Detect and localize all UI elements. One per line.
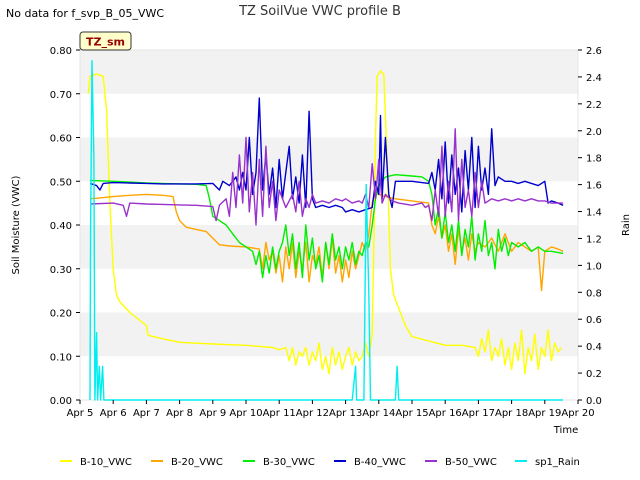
y2-tick-label: 2.4 <box>586 73 602 84</box>
y2-tick-label: 0.6 <box>586 315 602 326</box>
grid-band <box>80 50 578 94</box>
series-line-b-30-vwc <box>89 173 564 283</box>
x-tick-label: Apr 5 <box>67 408 94 419</box>
x-axis-label: Time <box>553 425 578 436</box>
legend-item: B-30_VWC <box>243 457 315 468</box>
y2-tick-label: 0.2 <box>586 369 602 380</box>
x-tick-label: Apr 20 <box>561 408 594 419</box>
x-tick-label: Apr 11 <box>263 408 296 419</box>
legend-label: B-20_VWC <box>171 457 223 468</box>
x-tick-label: Apr 8 <box>166 408 193 419</box>
grid-band <box>80 137 578 182</box>
y-tick-label: 0.70 <box>50 90 72 101</box>
x-tick-label: Apr 14 <box>362 408 395 419</box>
x-tick-label: Apr 19 <box>528 408 561 419</box>
y-tick-label: 0.10 <box>50 352 72 363</box>
axes: 0.00 0.10 0.20 0.30 0.40 0.50 0.60 0.70 0.80 0.0 0… <box>11 46 632 436</box>
x-tick-label: Apr 15 <box>395 408 428 419</box>
chart-title: TZ SoilVue VWC profile B <box>239 4 401 19</box>
x-tick-label: Apr 12 <box>296 408 329 419</box>
no-data-note: No data for f_svp_B_05_VWC <box>6 7 165 20</box>
y-tick-label: 0.00 <box>50 396 72 407</box>
series-line-b-10-vwc <box>87 70 562 375</box>
y-tick-label: 0.60 <box>50 134 72 145</box>
legend-item: B-10_VWC <box>60 457 132 468</box>
x-tick-label: Apr 17 <box>462 408 495 419</box>
y2-tick-label: 1.2 <box>586 234 602 245</box>
legend-label: B-50_VWC <box>445 457 497 468</box>
y2-tick-label: 1.4 <box>586 208 602 219</box>
grid-band <box>80 356 578 400</box>
x-tick-label: Apr 13 <box>329 408 362 419</box>
legend-item: B-20_VWC <box>151 457 223 468</box>
series-line-b-20-vwc <box>89 189 564 292</box>
x-tick-label: Apr 6 <box>100 408 127 419</box>
y2-tick-label: 0.4 <box>586 342 602 353</box>
y2-tick-label: 2.6 <box>586 46 602 57</box>
y-tick-label: 0.50 <box>50 177 72 188</box>
series-line-b-50-vwc <box>89 128 564 226</box>
legend-label: sp1_Rain <box>535 457 580 468</box>
x-tick-label: Apr 9 <box>199 408 226 419</box>
legend-item: sp1_Rain <box>515 457 580 468</box>
x-tick-label: Apr 16 <box>429 408 462 419</box>
legend-label: B-40_VWC <box>354 457 406 468</box>
series-line-b-40-vwc <box>89 97 564 213</box>
x-tick-label: Apr 18 <box>495 408 528 419</box>
legend-label: B-30_VWC <box>263 457 315 468</box>
legend: B-10_VWC B-20_VWC B-30_VWC B-40_VWC B-50_VWC… <box>60 457 580 468</box>
grid-band <box>80 268 578 313</box>
tz-sm-badge-label: TZ_sm <box>86 36 125 49</box>
y-tick-label: 0.80 <box>50 46 72 57</box>
grid-bands <box>80 50 578 400</box>
y2-tick-label: 1.6 <box>586 181 602 192</box>
y-axis-label: Soil Moisture (VWC) <box>11 175 22 274</box>
grid-band <box>80 93 578 138</box>
legend-label: B-10_VWC <box>80 457 132 468</box>
x-tick-label: Apr 10 <box>229 408 262 419</box>
tz-sm-badge: TZ_sm <box>79 31 132 51</box>
legend-item: B-40_VWC <box>334 457 406 468</box>
y2-tick-label: 0.8 <box>586 288 602 299</box>
y2-tick-label: 1.0 <box>586 261 602 272</box>
y-tick-label: 0.30 <box>50 265 72 276</box>
y-tick-label: 0.20 <box>50 309 72 320</box>
y-tick-label: 0.40 <box>50 221 72 232</box>
y2-tick-label: 2.0 <box>586 127 602 138</box>
y2-tick-label: 2.2 <box>586 100 602 111</box>
y2-axis-label: Rain <box>621 214 632 236</box>
x-tick-label: Apr 7 <box>133 408 160 419</box>
y2-tick-label: 1.8 <box>586 154 602 165</box>
legend-item: B-50_VWC <box>425 457 497 468</box>
y2-tick-label: 0.0 <box>586 396 602 407</box>
